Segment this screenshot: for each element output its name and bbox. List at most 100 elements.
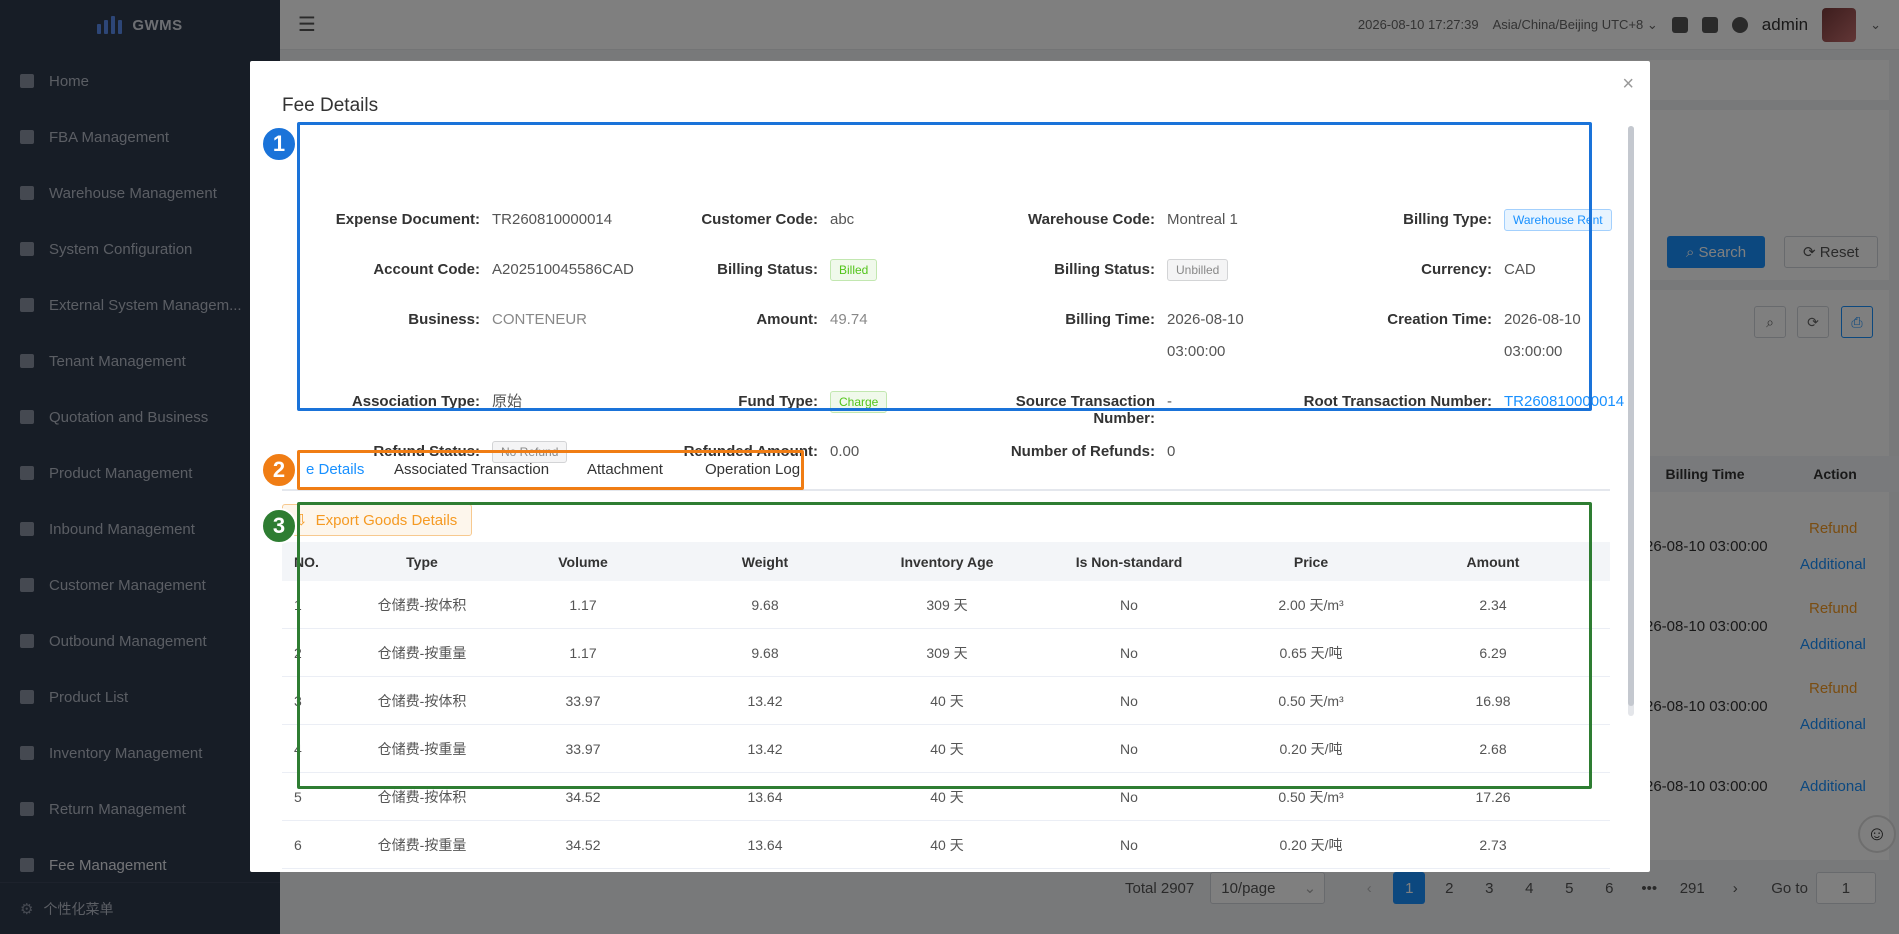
- fee-details-modal: Fee Details × Expense Document: TR260810…: [250, 61, 1650, 872]
- source-transaction-field: Source Transaction Number: -: [957, 393, 1172, 427]
- table-cell: 16.98: [1475, 692, 1511, 709]
- root-transaction-field: Root Transaction Number: TR260810000014: [1294, 393, 1624, 418]
- table-cell: 34.52: [565, 836, 601, 853]
- table-cell: 2.73: [1479, 836, 1507, 853]
- table-cell: 仓储费-按体积: [377, 788, 467, 805]
- table-cell: No: [1120, 692, 1138, 709]
- table-cell: 0.65 天/吨: [1279, 644, 1343, 661]
- table-cell: 0.50 天/m³: [1278, 788, 1344, 805]
- table-cell: 0.20 天/吨: [1279, 740, 1343, 757]
- warehouse-code-field: Warehouse Code: Montreal 1: [957, 211, 1238, 236]
- table-cell: 9.68: [751, 644, 779, 661]
- billing-status-tag-2: Unbilled: [1167, 259, 1229, 281]
- creation-time-value: 2026-08-10 03:00:00: [1504, 311, 1581, 360]
- billing-status-tag: Billed: [830, 259, 878, 281]
- goods-details-table: NO. Type Volume Weight Inventory Age Is …: [282, 542, 1610, 869]
- table-cell: No: [1120, 788, 1138, 805]
- tab-associated-transaction[interactable]: Associated Transaction: [394, 461, 550, 478]
- amount-field: Amount: 49.74: [620, 311, 867, 336]
- table-cell: 13.64: [747, 788, 783, 805]
- table-cell: 33.97: [565, 740, 601, 757]
- modal-scrollbar[interactable]: [1628, 126, 1634, 716]
- account-code-value: A202510045586CAD: [492, 261, 634, 278]
- table-row: 6 仓储费-按重量 34.52 13.64 40 天 No 0.20 天/吨 2.73: [282, 821, 1610, 869]
- table-cell: 40 天: [930, 740, 964, 757]
- table-cell: 309 天: [926, 644, 968, 661]
- annotation-badge-2: 2: [261, 452, 297, 488]
- table-row: 3 仓储费-按体积 33.97 13.42 40 天 No 0.50 天/m³ 16.98: [282, 677, 1610, 725]
- annotation-box-2: [297, 450, 804, 490]
- billing-time-field: Billing Time: 2026-08-10 03:00:00: [957, 311, 1243, 368]
- modal-title: Fee Details: [282, 95, 379, 116]
- table-cell: 仓储费-按体积: [377, 692, 467, 709]
- table-cell: No: [1120, 644, 1138, 661]
- currency-field: Currency: CAD: [1294, 261, 1536, 286]
- table-cell: 13.42: [747, 740, 783, 757]
- number-of-refunds-field: Number of Refunds: 0: [957, 443, 1176, 468]
- billing-status-field-2: Billing Status: Unbilled: [957, 259, 1229, 286]
- annotation-box-1: [297, 122, 1592, 411]
- table-cell: 13.42: [747, 692, 783, 709]
- table-cell: 仓储费-按体积: [377, 596, 467, 613]
- currency-value: CAD: [1504, 261, 1536, 278]
- table-cell: 17.26: [1475, 788, 1511, 805]
- table-header: NO. Type Volume Weight Inventory Age Is …: [282, 542, 1610, 581]
- fund-type-field: Fund Type: Charge: [620, 391, 888, 418]
- billing-status-field: Billing Status: Billed: [620, 259, 878, 286]
- expense-document-value: TR260810000014: [492, 211, 613, 228]
- table-cell: No: [1120, 596, 1138, 613]
- association-type-value: 原始: [492, 393, 523, 410]
- table-cell: 仓储费-按重量: [377, 740, 467, 757]
- table-cell: 309 天: [926, 596, 968, 613]
- root-transaction-link[interactable]: TR260810000014: [1504, 393, 1625, 410]
- table-cell: 5: [294, 788, 302, 805]
- tab-operation-log[interactable]: Operation Log: [705, 461, 801, 478]
- tab-attachment[interactable]: Attachment: [587, 461, 663, 478]
- business-field: Business: CONTENEUR: [282, 311, 587, 336]
- table-cell: 0.50 天/m³: [1278, 692, 1344, 709]
- fund-type-tag: Charge: [830, 391, 888, 413]
- table-cell: No: [1120, 740, 1138, 757]
- table-cell: 2.34: [1479, 596, 1507, 613]
- table-cell: 2.00 天/m³: [1278, 596, 1344, 613]
- table-cell: 13.64: [747, 836, 783, 853]
- table-cell: 仓储费-按重量: [377, 836, 467, 853]
- source-transaction-value: -: [1167, 393, 1172, 410]
- customer-code-field: Customer Code: abc: [620, 211, 854, 236]
- table-row: 1 仓储费-按体积 1.17 9.68 309 天 No 2.00 天/m³ 2.34: [282, 581, 1610, 629]
- table-cell: 2.68: [1479, 740, 1507, 757]
- table-cell: 40 天: [930, 836, 964, 853]
- table-cell: 1.17: [569, 644, 597, 661]
- amount-value: 49.74: [830, 311, 868, 328]
- table-row: 5 仓储费-按体积 34.52 13.64 40 天 No 0.50 天/m³ 17.26: [282, 773, 1610, 821]
- table-cell: 40 天: [930, 788, 964, 805]
- close-icon[interactable]: ×: [1622, 73, 1634, 95]
- table-cell: 33.97: [565, 692, 601, 709]
- export-goods-details-button[interactable]: ⇩ Export Goods Details: [282, 504, 472, 536]
- table-cell: 40 天: [930, 692, 964, 709]
- table-cell: 6: [294, 836, 302, 853]
- table-cell: 34.52: [565, 788, 601, 805]
- expense-document-field: Expense Document: TR260810000014: [282, 211, 612, 236]
- table-body: 1 仓储费-按体积 1.17 9.68 309 天 No 2.00 天/m³ 2.34 2 仓储费…: [282, 581, 1610, 869]
- table-cell: 9.68: [751, 596, 779, 613]
- table-cell: No: [1120, 836, 1138, 853]
- table-row: 2 仓储费-按重量 1.17 9.68 309 天 No 0.65 天/吨 6.29: [282, 629, 1610, 677]
- table-cell: 0.20 天/吨: [1279, 836, 1343, 853]
- table-cell: 6.29: [1479, 644, 1507, 661]
- table-cell: 1.17: [569, 596, 597, 613]
- detail-tabs: e Details Associated Transaction Attachm…: [282, 457, 1610, 491]
- customer-code-value: abc: [830, 211, 855, 228]
- business-value: CONTENEUR: [492, 311, 588, 328]
- annotation-badge-3: 3: [261, 508, 297, 544]
- account-code-field: Account Code: A202510045586CAD: [282, 261, 633, 286]
- table-cell: 仓储费-按重量: [377, 644, 467, 661]
- annotation-box-3: [297, 502, 1592, 789]
- annotation-badge-1: 1: [261, 126, 297, 162]
- billing-type-tag: Warehouse Rent: [1504, 209, 1612, 231]
- tab-fee-details[interactable]: e Details: [306, 461, 365, 478]
- creation-time-field: Creation Time: 2026-08-10 03:00:00: [1294, 311, 1580, 368]
- refunded-amount-value: 0.00: [830, 443, 860, 460]
- number-of-refunds-value: 0: [1167, 443, 1176, 460]
- billing-type-field: Billing Type: Warehouse Rent: [1294, 209, 1612, 236]
